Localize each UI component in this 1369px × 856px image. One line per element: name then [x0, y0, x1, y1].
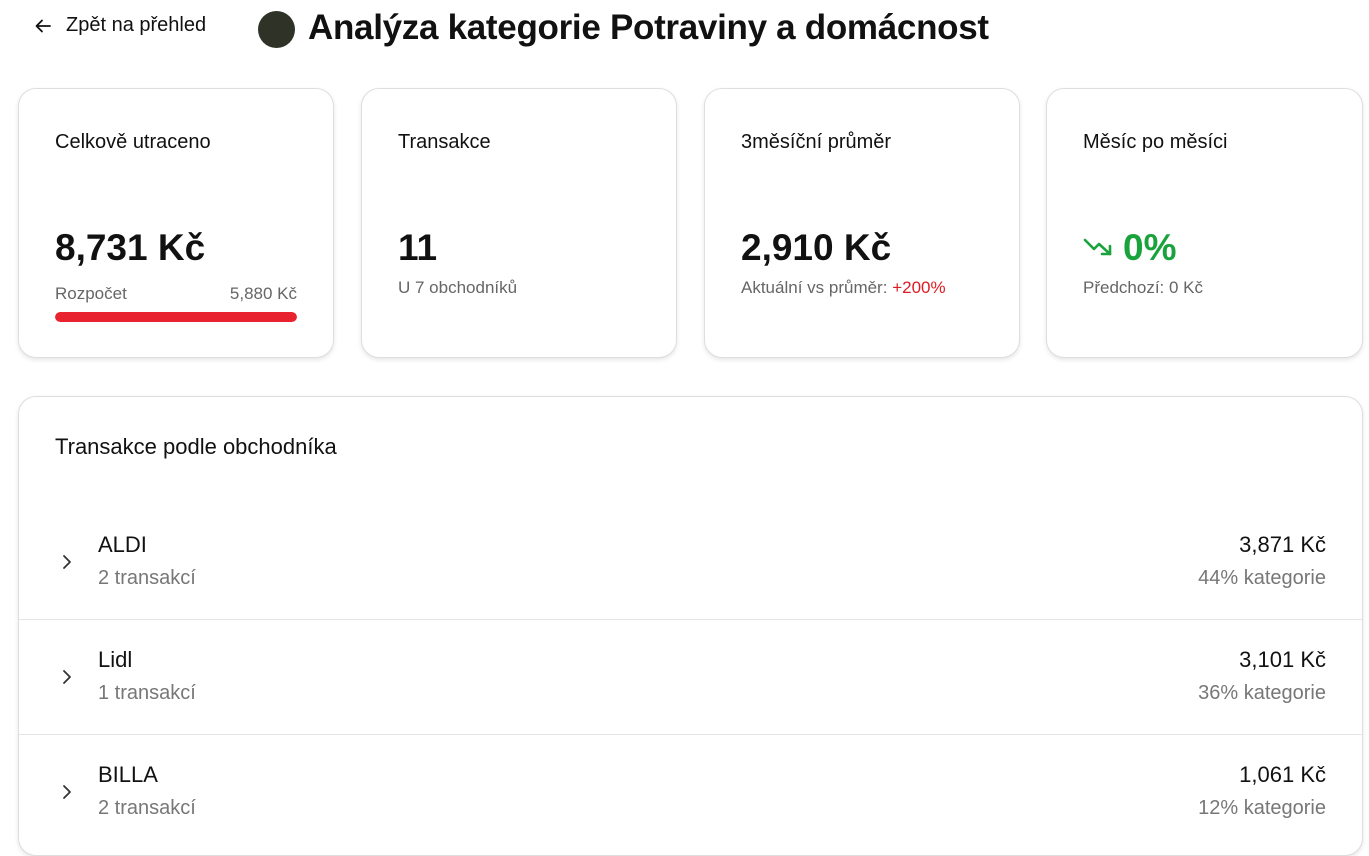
- panel-title: Transakce podle obchodníka: [55, 434, 337, 459]
- chevron-right-icon: [61, 783, 73, 806]
- card-label: Transakce: [398, 131, 491, 153]
- merchant-category-share: 12% kategorie: [1198, 797, 1326, 819]
- chevron-right-icon: [61, 668, 73, 691]
- budget-progress-fill: [55, 312, 297, 322]
- merchant-transaction-count: 2 transakcí: [98, 567, 196, 589]
- category-color-dot: [258, 11, 295, 48]
- merchant-amount: 3,101 Kč: [1239, 647, 1326, 672]
- trend-wrap: 0%: [1083, 227, 1176, 269]
- merchant-name: ALDI: [98, 532, 147, 557]
- card-label: Celkově utraceno: [55, 131, 211, 153]
- transactions-count-value: 11: [398, 227, 438, 268]
- month-over-month-card: Měsíc po měsíci 0% Předchozí: 0 Kč: [1046, 88, 1363, 358]
- transactions-card: Transakce 11 U 7 obchodníků: [361, 88, 677, 358]
- merchant-transaction-count: 2 transakcí: [98, 797, 196, 819]
- total-spent-card: Celkově utraceno 8,731 Kč Rozpočet 5,880…: [18, 88, 334, 358]
- three-month-average-card: 3měsíční průměr 2,910 Kč Aktuální vs prů…: [704, 88, 1020, 358]
- average-comparison: Aktuální vs průměr: +200%: [741, 278, 946, 298]
- card-label: 3měsíční průměr: [741, 131, 892, 153]
- back-link-label: Zpět na přehled: [66, 14, 207, 36]
- budget-label: Rozpočet: [55, 284, 127, 303]
- merchant-transactions-panel: Transakce podle obchodníka ALDI 2 transa…: [18, 396, 1363, 856]
- merchant-row[interactable]: ALDI 2 transakcí 3,871 Kč 44% kategorie: [19, 505, 1362, 620]
- average-value: 2,910 Kč: [741, 227, 892, 268]
- merchants-count-text: U 7 obchodníků: [398, 278, 518, 297]
- merchant-category-share: 36% kategorie: [1198, 682, 1326, 704]
- total-spent-value: 8,731 Kč: [55, 227, 206, 268]
- trending-down-icon: [1083, 235, 1113, 262]
- budget-row: Rozpočet 5,880 Kč: [55, 284, 297, 304]
- back-to-overview-link[interactable]: Zpět na přehled: [34, 14, 206, 37]
- page-header: Zpět na přehled Analýza kategorie Potrav…: [0, 0, 1369, 62]
- merchant-category-share: 44% kategorie: [1198, 567, 1326, 589]
- merchant-name: Lidl: [98, 647, 133, 672]
- comparison-change-value: +200%: [892, 278, 946, 297]
- chevron-right-icon: [61, 553, 73, 576]
- merchant-transaction-count: 1 transakcí: [98, 682, 196, 704]
- merchant-row[interactable]: BILLA 2 transakcí 1,061 Kč 12% kategorie: [19, 735, 1362, 849]
- month-change-value: 0%: [1123, 227, 1177, 268]
- merchant-name: BILLA: [98, 762, 158, 787]
- budget-value: 5,880 Kč: [229, 284, 297, 303]
- arrow-left-icon: [34, 17, 52, 35]
- merchant-row[interactable]: Lidl 1 transakcí 3,101 Kč 36% kategorie: [19, 620, 1362, 735]
- comparison-label: Aktuální vs průměr:: [741, 278, 888, 297]
- merchant-list: ALDI 2 transakcí 3,871 Kč 44% kategorie …: [19, 505, 1362, 849]
- budget-progress-bar: [55, 312, 297, 322]
- previous-month-text: Předchozí: 0 Kč: [1083, 278, 1204, 297]
- merchant-amount: 1,061 Kč: [1239, 762, 1326, 787]
- card-label: Měsíc po měsíci: [1083, 131, 1228, 153]
- merchant-amount: 3,871 Kč: [1239, 532, 1326, 557]
- page-title: Analýza kategorie Potraviny a domácnost: [308, 8, 989, 47]
